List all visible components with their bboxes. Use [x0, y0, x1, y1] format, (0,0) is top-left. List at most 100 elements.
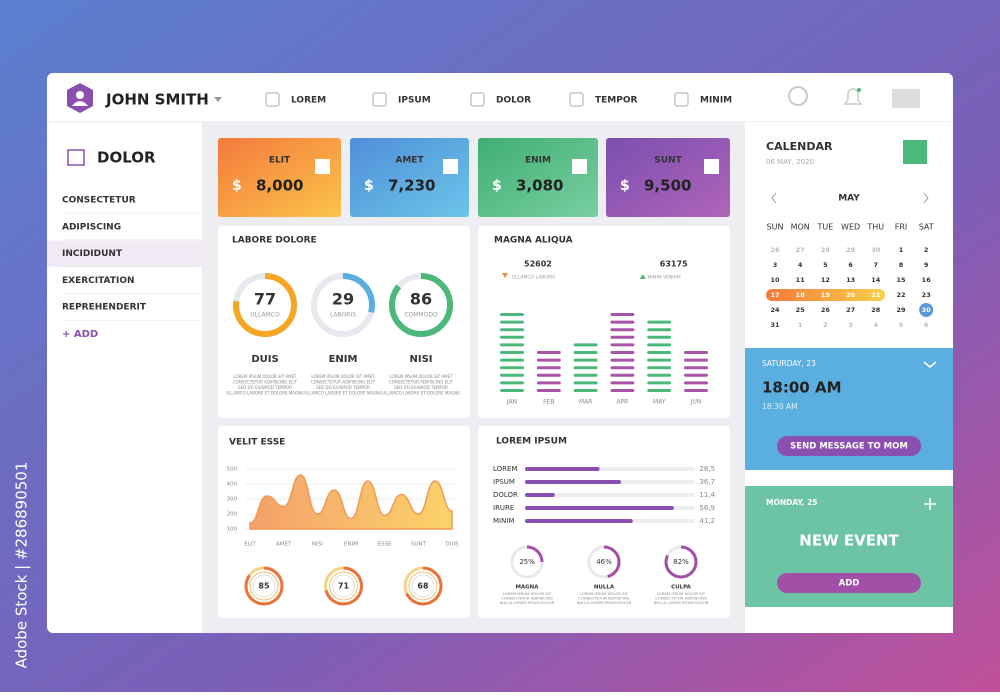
day[interactable]: 30 — [922, 306, 932, 314]
day[interactable]: 29 — [846, 246, 856, 254]
donut-arc — [324, 566, 363, 606]
bar-segment — [647, 335, 672, 339]
bell-icon[interactable] — [843, 88, 863, 105]
nav-item[interactable]: LOREM — [291, 96, 326, 106]
y-tick-label: 500 — [227, 467, 238, 473]
collapse-icon[interactable] — [923, 361, 937, 368]
gauge-value: 85 — [258, 582, 270, 591]
donut-arc — [403, 566, 443, 606]
calendar-icon[interactable] — [903, 140, 927, 164]
bar-segment — [610, 373, 635, 377]
add-button[interactable] — [777, 573, 921, 593]
day[interactable]: 6 — [848, 261, 853, 269]
day[interactable]: 17 — [770, 291, 779, 299]
day[interactable]: 2 — [823, 321, 828, 329]
send-button[interactable] — [777, 436, 921, 456]
day[interactable]: 20 — [846, 291, 856, 299]
day[interactable]: 16 — [922, 276, 932, 284]
legend-label: MINIM VENIAM — [648, 275, 681, 281]
bar-segment — [610, 343, 635, 347]
sidebar-item[interactable]: REPREHENDERIT — [62, 303, 147, 313]
legend-marker — [639, 274, 646, 279]
day[interactable]: 4 — [798, 261, 803, 269]
day[interactable]: 5 — [899, 321, 904, 329]
card-arrow[interactable] — [572, 159, 587, 174]
bar-segment — [610, 328, 635, 332]
day[interactable]: 1 — [899, 246, 904, 254]
day[interactable]: 3 — [773, 261, 778, 269]
day[interactable]: 24 — [770, 306, 780, 314]
day[interactable]: 27 — [796, 246, 805, 254]
dropdown-caret[interactable] — [214, 97, 222, 102]
add-link[interactable]: + ADD — [62, 329, 98, 340]
day[interactable]: 3 — [848, 321, 853, 329]
day[interactable]: 5 — [823, 261, 828, 269]
card-arrow[interactable] — [704, 159, 719, 174]
day[interactable]: 14 — [871, 276, 881, 284]
panel — [218, 226, 470, 418]
bar-segment — [573, 343, 598, 347]
sidebar-item[interactable]: CONSECTETUR — [62, 196, 136, 206]
day[interactable]: 7 — [874, 261, 879, 269]
day[interactable]: 28 — [871, 306, 881, 314]
search-icon[interactable] — [788, 86, 808, 106]
day[interactable]: 25 — [796, 306, 806, 314]
weekday: MON — [791, 223, 810, 232]
day[interactable]: 29 — [896, 306, 906, 314]
day[interactable]: 11 — [796, 276, 806, 284]
sidebar-item[interactable]: EXERCITATION — [62, 276, 135, 286]
area — [249, 474, 453, 530]
bar-segment — [500, 389, 524, 392]
day[interactable]: 6 — [924, 321, 929, 329]
donut-arc — [389, 273, 453, 337]
legend-value: 52602 — [524, 260, 552, 269]
sidebar-item[interactable]: INCIDIDUNT — [62, 249, 123, 259]
bar-segment — [647, 366, 672, 370]
nav-item[interactable]: IPSUM — [398, 96, 431, 106]
day[interactable]: 10 — [770, 276, 780, 284]
card-arrow[interactable] — [443, 159, 458, 174]
day[interactable]: 28 — [821, 246, 831, 254]
day[interactable]: 12 — [821, 276, 830, 284]
sidebar-title: DOLOR — [97, 149, 156, 167]
day[interactable]: 4 — [874, 321, 879, 329]
day[interactable]: 13 — [846, 276, 855, 284]
day[interactable]: 15 — [896, 276, 906, 284]
bar-segment — [536, 366, 561, 370]
day[interactable]: 18 — [796, 291, 806, 299]
day[interactable]: 8 — [899, 261, 904, 269]
bar-segment — [573, 373, 598, 377]
day[interactable]: 26 — [821, 306, 831, 314]
day[interactable]: 31 — [770, 321, 780, 329]
x-tick-label: AMET — [276, 542, 292, 548]
bar-segment — [610, 351, 635, 354]
gauge-value: 68 — [417, 582, 429, 591]
button-label: SEND MESSAGE TO MOM — [790, 442, 908, 452]
legend-label: ULLAMCO LABORIS — [512, 275, 555, 281]
caption: NULLA LOREM IPSUM DOLOR — [577, 600, 632, 605]
mail-icon[interactable] — [892, 89, 920, 108]
month-arrows[interactable] — [771, 192, 929, 204]
caption: SED DO EIUSMOD TEMPOR — [394, 385, 448, 390]
sidebar-item[interactable]: ADIPISCING — [62, 222, 121, 232]
day[interactable]: 19 — [821, 291, 831, 299]
day[interactable]: 1 — [798, 321, 803, 329]
nav-item[interactable]: MINIM — [700, 96, 732, 106]
donut-value: 82% — [673, 558, 689, 566]
gauge-ring — [252, 574, 276, 598]
day[interactable]: 27 — [846, 306, 855, 314]
nav-item[interactable]: TEMPOR — [595, 96, 637, 106]
day[interactable]: 22 — [896, 291, 905, 299]
panel — [478, 226, 730, 418]
day[interactable]: 26 — [770, 246, 780, 254]
caption: CONSECTETUR ADIPISCING ELIT — [233, 380, 298, 385]
x-tick-label: MAR — [579, 399, 592, 406]
day[interactable]: 23 — [922, 291, 931, 299]
day[interactable]: 2 — [924, 246, 929, 254]
day[interactable]: 21 — [871, 291, 881, 299]
add-icon[interactable] — [924, 498, 936, 510]
nav-item[interactable]: DOLOR — [496, 96, 531, 106]
day[interactable]: 30 — [871, 246, 881, 254]
day[interactable]: 9 — [924, 261, 929, 269]
card-arrow[interactable] — [315, 159, 330, 174]
